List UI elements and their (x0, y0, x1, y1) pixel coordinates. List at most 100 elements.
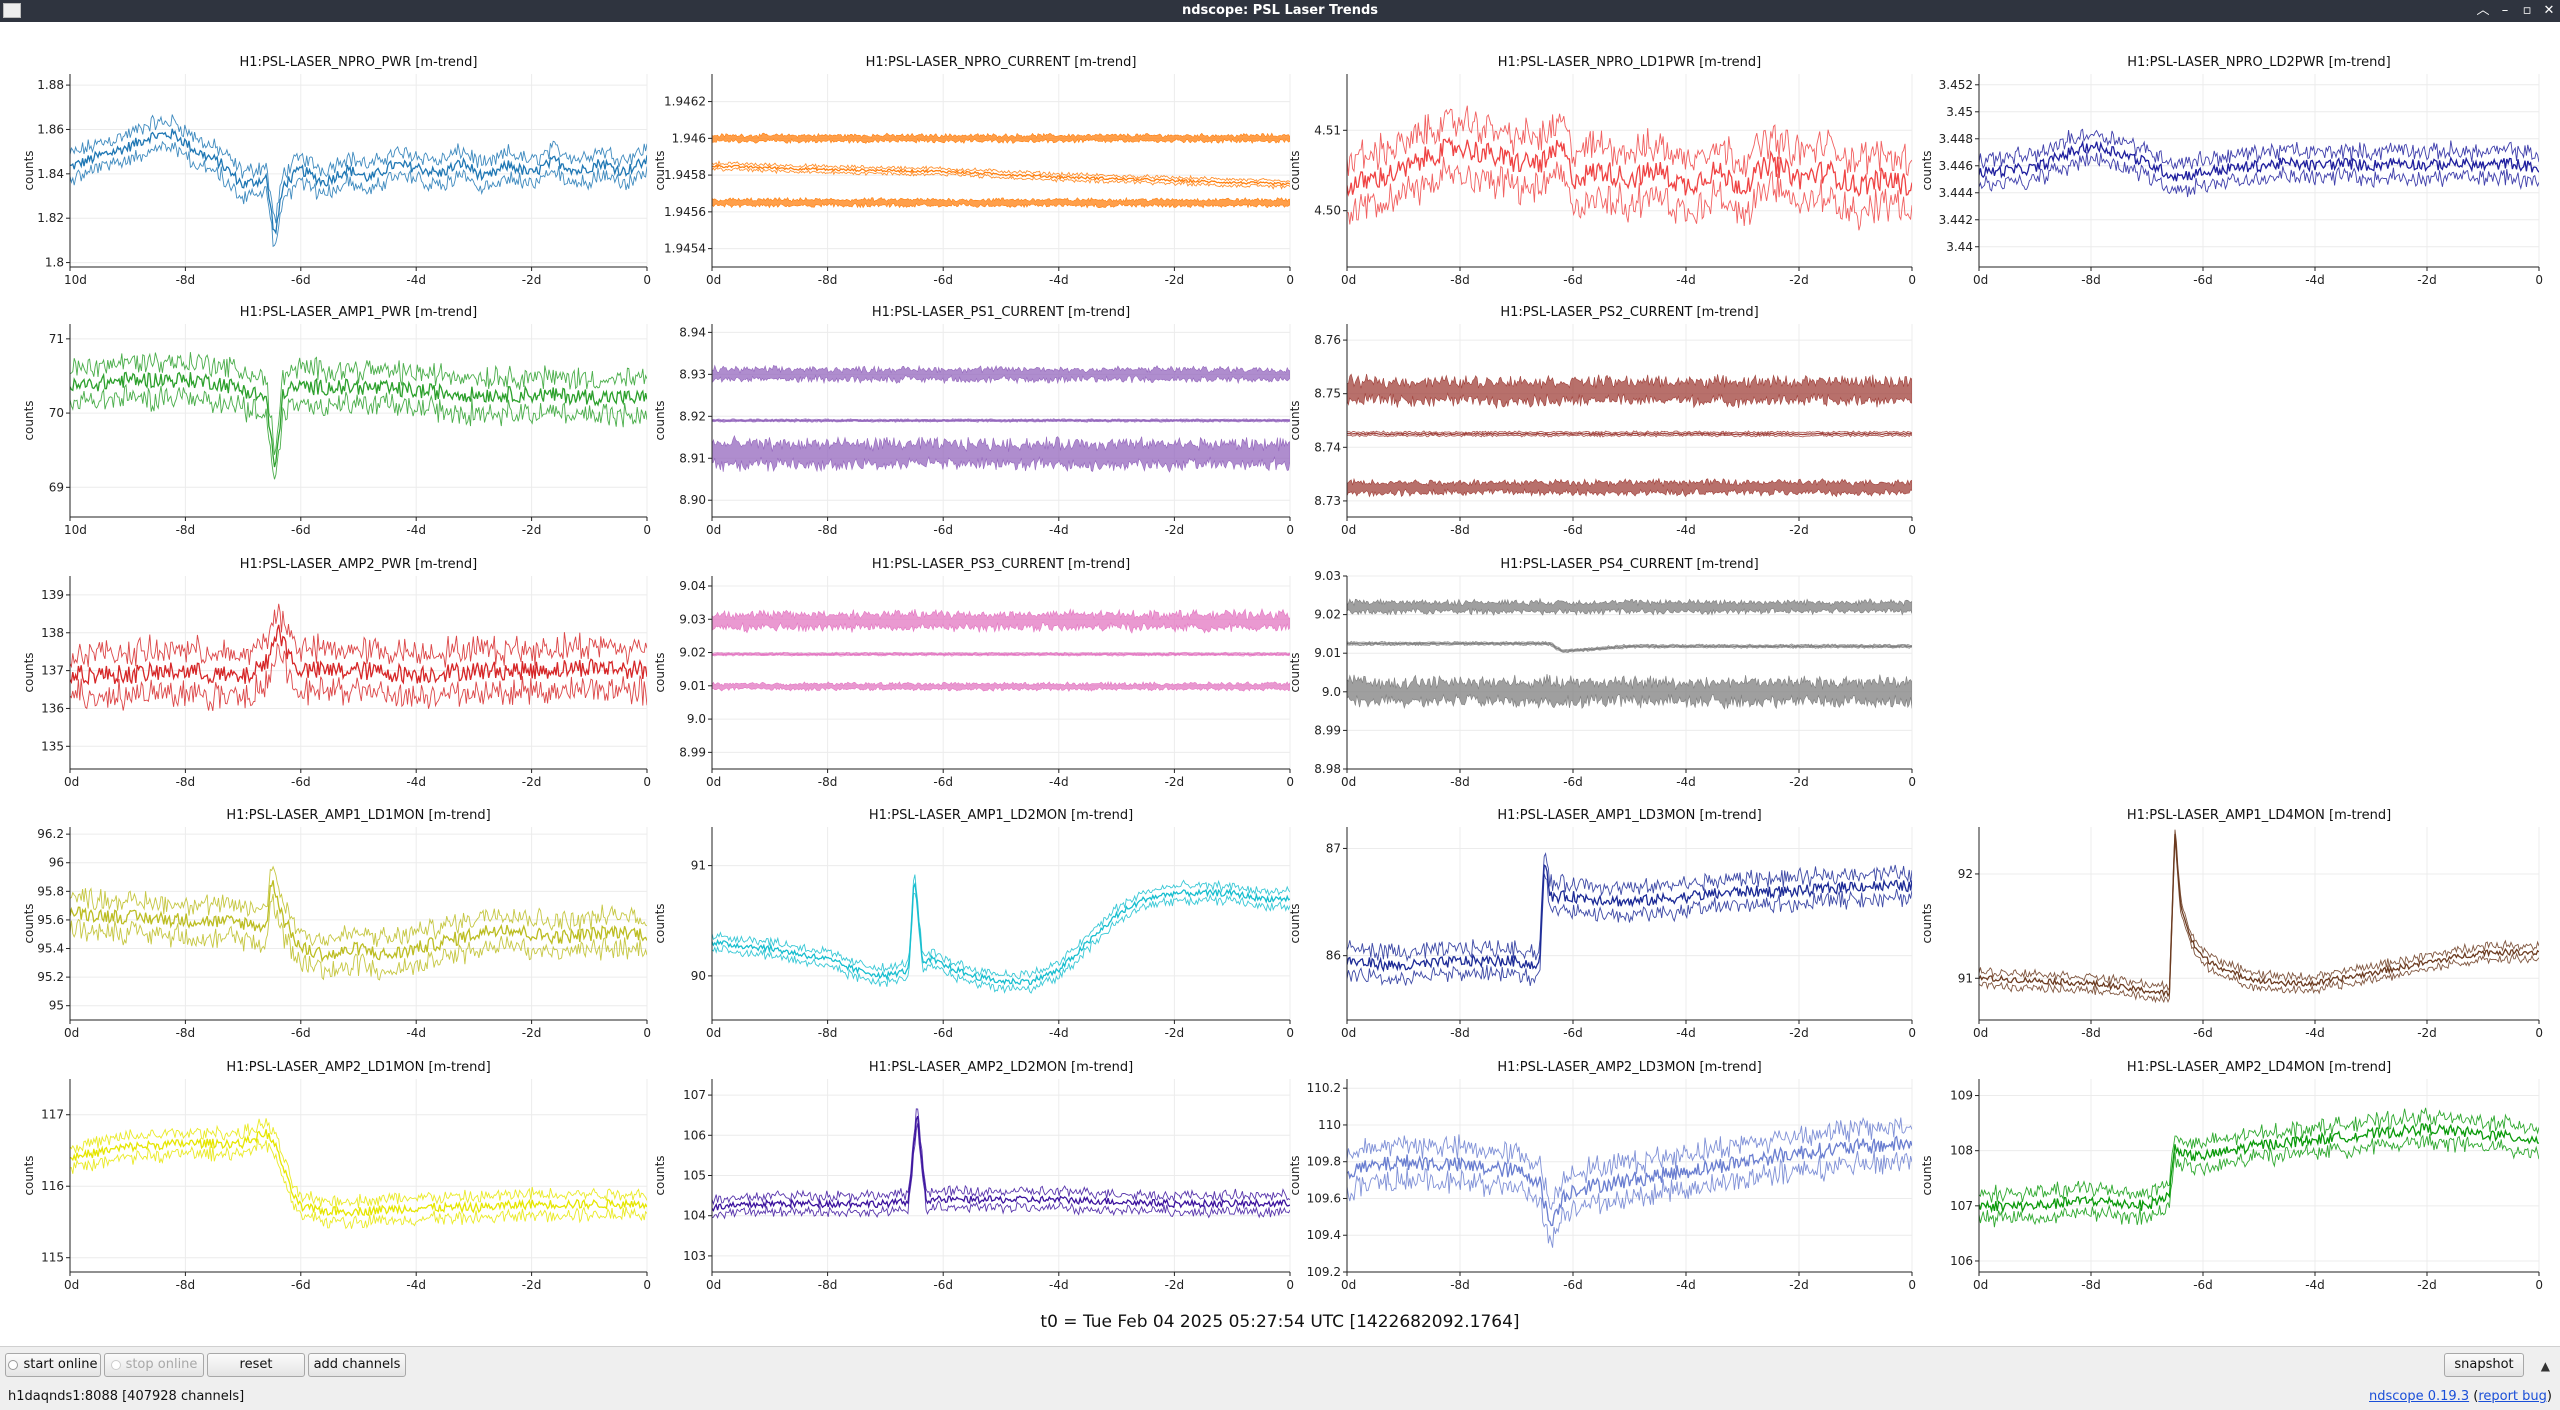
y-tick-label: 71 (49, 332, 64, 346)
y-tick-label: 96 (49, 856, 64, 870)
x-tick-label: -6d (2193, 273, 2213, 287)
x-tick-label: -6d (291, 273, 311, 287)
x-tick-label: -8d (818, 1026, 838, 1040)
x-tick-label: -8d (1450, 273, 1470, 287)
y-tick-label: 3.448 (1939, 132, 1973, 146)
chart-title: H1:PSL-LASER_PS4_CURRENT [m-trend] (1500, 557, 1758, 572)
y-tick-label: 8.91 (679, 451, 706, 465)
series-min-line-1 (70, 383, 647, 480)
chart-title: H1:PSL-LASER_AMP2_LD2MON [m-trend] (869, 1060, 1133, 1075)
x-tick-label: -4d (1676, 1026, 1696, 1040)
x-tick-label: 0d (706, 1026, 721, 1040)
menu-up-icon[interactable]: ▲ (2540, 1359, 2550, 1373)
x-tick-label: -4d (1049, 523, 1069, 537)
y-axis-label: counts (1920, 150, 1934, 190)
y-tick-label: 8.90 (679, 493, 706, 507)
series-line-1 (70, 880, 647, 963)
x-tick-label: -4d (1049, 775, 1069, 789)
report-bug-link[interactable]: report bug (2478, 1389, 2547, 1404)
series-line-1 (70, 371, 647, 468)
y-tick-label: 1.86 (37, 122, 64, 136)
series-min-line-1 (712, 1123, 1290, 1220)
y-tick-label: 9.0 (687, 712, 706, 726)
series-line-1 (1979, 833, 2539, 998)
series-group (712, 364, 1290, 473)
x-tick-label: -2d (1165, 1278, 1185, 1292)
x-tick-label: 0d (1973, 273, 1988, 287)
x-tick-label: 0d (706, 523, 721, 537)
restore-icon[interactable]: – (2501, 3, 2509, 18)
series-line-1 (1347, 136, 1912, 198)
x-tick-label: 0 (643, 775, 651, 789)
plots-canvas[interactable]: H1:PSL-LASER_NPRO_PWR [m-trend] 1.8 1.82 1.… (0, 22, 2560, 1322)
x-tick-label: 0 (643, 273, 651, 287)
y-tick-label: 8.99 (1314, 723, 1341, 737)
maximize-icon[interactable]: ▫ (2522, 3, 2532, 18)
y-tick-label: 8.74 (1314, 440, 1341, 454)
snapshot-button[interactable]: snapshot (2444, 1353, 2524, 1377)
y-axis-label: counts (22, 903, 36, 943)
series-group (1347, 852, 1912, 987)
x-tick-label: -2d (1165, 273, 1185, 287)
y-tick-label: 1.8 (45, 256, 64, 270)
window-title: ndscope: PSL Laser Trends (1182, 3, 1378, 18)
chart-title: H1:PSL-LASER_NPRO_CURRENT [m-trend] (866, 55, 1137, 70)
x-tick-label: -8d (176, 273, 196, 287)
start-online-label: start online (23, 1357, 98, 1372)
server-status: h1daqnds1:8088 [407928 channels] (8, 1389, 245, 1404)
x-tick-label: -6d (1563, 1278, 1583, 1292)
y-tick-label: 1.88 (37, 78, 64, 92)
x-tick-label: 0 (643, 523, 651, 537)
x-tick-label: 0 (1286, 523, 1294, 537)
minimize-icon[interactable]: ︿ (2476, 3, 2490, 18)
series-band-1 (1347, 373, 1912, 410)
plot-grid[interactable]: H1:PSL-LASER_NPRO_PWR [m-trend] 1.8 1.82 1.… (0, 22, 2560, 1322)
chart-panel-14: H1:PSL-LASER_AMP1_LD2MON [m-trend] 90 91 0d… (653, 808, 1294, 1040)
x-tick-label: -2d (2417, 1278, 2437, 1292)
x-tick-label: -4d (1676, 273, 1696, 287)
x-tick-label: 0 (1908, 775, 1916, 789)
y-tick-label: 9.02 (1314, 608, 1341, 622)
x-tick-label: 0 (1908, 523, 1916, 537)
chart-panel-11: H1:PSL-LASER_PS4_CURRENT [m-trend] 8.98 8.… (1288, 557, 1916, 789)
x-tick-label: 0d (1973, 1278, 1988, 1292)
x-tick-label: -2d (1165, 523, 1185, 537)
chart-panel-15: H1:PSL-LASER_AMP1_LD3MON [m-trend] 86 87 0d… (1288, 808, 1916, 1040)
series-line-2 (1347, 642, 1912, 652)
x-tick-label: -2d (2417, 1026, 2437, 1040)
series-line-2 (1347, 432, 1912, 436)
y-tick-label: 109.8 (1307, 1155, 1341, 1169)
chart-panel-1: H1:PSL-LASER_NPRO_PWR [m-trend] 1.8 1.82 1.… (22, 55, 651, 287)
series-min-line-1 (1979, 838, 2539, 1004)
version-link[interactable]: ndscope 0.19.3 (2369, 1389, 2470, 1404)
x-tick-label: -4d (1049, 1026, 1069, 1040)
series-group (70, 352, 647, 480)
series-max-line-1 (712, 874, 1290, 980)
x-tick-label: -2d (522, 1278, 542, 1292)
x-tick-label: -2d (1789, 1026, 1809, 1040)
add-channels-button[interactable]: add channels (308, 1353, 406, 1377)
chart-panel-2: H1:PSL-LASER_NPRO_CURRENT [m-trend] 1.945… (653, 55, 1294, 287)
series-max-line-2 (712, 418, 1290, 421)
bottom-toolbar: start online stop online reset add chann… (0, 1346, 2560, 1410)
x-tick-label: -4d (1676, 523, 1696, 537)
x-tick-label: -2d (522, 1026, 542, 1040)
chart-panel-5: H1:PSL-LASER_AMP1_PWR [m-trend] 69 70 71 10d… (22, 305, 651, 537)
y-tick-label: 9.04 (679, 579, 706, 593)
x-tick-label: -8d (818, 1278, 838, 1292)
series-line-1 (712, 881, 1290, 986)
chart-panel-19: H1:PSL-LASER_AMP2_LD3MON [m-trend] 109.2 1… (1288, 1060, 1916, 1292)
t0-label: t0 = Tue Feb 04 2025 05:27:54 UTC [14226… (1040, 1312, 1520, 1332)
x-tick-label: -4d (406, 1026, 426, 1040)
series-max-line-1 (70, 352, 647, 455)
stop-online-button[interactable]: stop online (104, 1353, 204, 1377)
start-online-button[interactable]: start online (5, 1353, 101, 1377)
series-max-line-1 (1347, 1116, 1912, 1211)
y-tick-label: 109.6 (1307, 1191, 1341, 1205)
x-tick-label: 10d (64, 523, 87, 537)
close-icon[interactable]: ✕ (2543, 3, 2555, 18)
chart-panel-17: H1:PSL-LASER_AMP2_LD1MON [m-trend] 115 116… (22, 1060, 651, 1292)
chart-title: H1:PSL-LASER_AMP1_LD3MON [m-trend] (1497, 808, 1761, 823)
x-tick-label: 10d (64, 273, 87, 287)
reset-button[interactable]: reset (207, 1353, 305, 1377)
